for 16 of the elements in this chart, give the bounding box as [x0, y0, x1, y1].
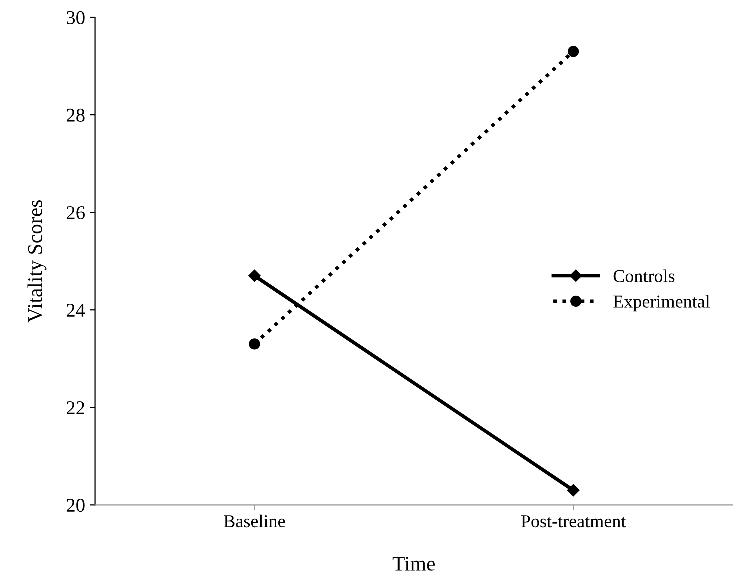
- x-axis-title: Time: [392, 556, 436, 571]
- y-axis-title: Vitality Scores: [28, 200, 47, 323]
- y-tick-label: 28: [66, 108, 85, 122]
- x-tick-label: Baseline: [224, 514, 286, 528]
- y-tick-label: 26: [66, 206, 85, 220]
- point: [248, 270, 261, 282]
- y-tick-label: 30: [67, 11, 85, 24]
- y-tick-label: 20: [66, 498, 85, 512]
- point: [249, 338, 260, 350]
- legend-label: Experimental: [614, 295, 710, 312]
- y-tick-label: 22: [66, 402, 84, 414]
- point: [567, 484, 580, 497]
- legend-label: Controls: [614, 270, 675, 282]
- y-tick-label: 24: [66, 304, 86, 317]
- point: [568, 46, 580, 58]
- x-tick-label: Post-treatment: [521, 516, 626, 528]
